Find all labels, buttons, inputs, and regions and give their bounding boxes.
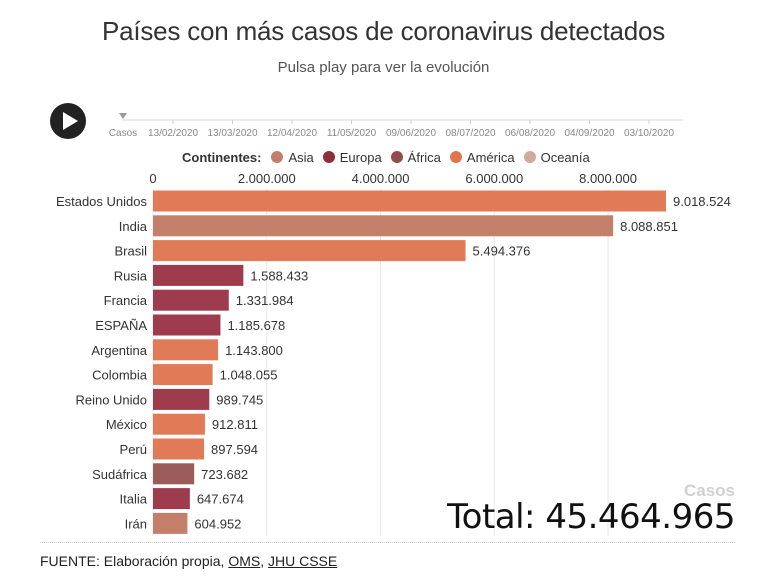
value-label: 9.018.524 — [673, 194, 731, 209]
bar — [153, 314, 221, 336]
category-label: ESPAÑA — [95, 318, 147, 333]
value-label: 604.952 — [194, 516, 241, 531]
category-label: Argentina — [91, 343, 147, 358]
x-tick-label: 2.000.000 — [238, 171, 296, 186]
legend-item: África — [390, 149, 441, 165]
timeline-date-label: 13/03/2020 — [207, 128, 257, 139]
timeline-date-label: 08/07/2020 — [445, 128, 495, 139]
bar — [153, 438, 205, 460]
category-label: Brasil — [114, 244, 147, 259]
source-line: FUENTE: Elaboración propia, OMS, JHU CSS… — [40, 553, 337, 569]
bar — [153, 339, 219, 361]
value-label: 1.331.984 — [236, 293, 294, 308]
value-label: 912.811 — [212, 417, 258, 432]
play-button[interactable] — [50, 103, 86, 139]
timeline-date-label: 12/04/2020 — [267, 128, 317, 139]
legend-item: Europa — [322, 149, 382, 165]
bar — [153, 190, 666, 212]
bar — [153, 388, 210, 410]
total-cases: Total: 45.464.965 — [447, 497, 735, 537]
legend-swatch — [390, 151, 403, 163]
summary-label: Casos — [683, 481, 735, 500]
timeline-date-label: 03/10/2020 — [624, 128, 674, 139]
bar — [153, 240, 466, 262]
category-label: Rusia — [114, 268, 148, 283]
category-label: Reino Unido — [75, 392, 147, 407]
category-label: México — [106, 417, 147, 432]
bar-chart: 0 2.000.000 4.000.000 6.000.000 8.000.000 Est… — [56, 171, 731, 536]
bar — [153, 264, 244, 286]
source-link-oms[interactable]: OMS — [228, 553, 261, 569]
timeline-start-label: Casos — [109, 128, 137, 139]
divider — [40, 542, 735, 543]
legend-swatch — [449, 151, 462, 163]
bar — [153, 463, 195, 485]
category-label: Francia — [104, 293, 148, 308]
legend-label: América — [466, 149, 515, 165]
legend-swatch — [322, 151, 335, 163]
category-label: Irán — [125, 516, 147, 531]
timeline-slider[interactable]: Casos 13/02/2020 13/03/2020 12/04/2020 11/05… — [108, 110, 688, 150]
value-label: 5.494.376 — [473, 244, 531, 259]
legend-label: Oceanía — [540, 149, 590, 165]
legend-label: Europa — [339, 149, 382, 165]
timeline-date-label: 11/05/2020 — [327, 128, 377, 139]
value-label: 647.674 — [197, 492, 244, 507]
x-tick-label: 8.000.000 — [579, 171, 637, 186]
legend-swatch — [523, 151, 536, 163]
value-label: 723.682 — [201, 467, 248, 482]
legend-label: África — [407, 149, 441, 165]
x-tick-label: 4.000.000 — [352, 171, 410, 186]
bar — [153, 413, 205, 435]
timeline-date-label: 06/08/2020 — [505, 128, 555, 139]
x-tick-label: 0 — [149, 171, 156, 186]
legend-item: América — [449, 149, 515, 165]
legend-swatch — [271, 151, 284, 163]
timeline-date-label: 13/02/2020 — [148, 128, 198, 139]
category-label: India — [119, 219, 148, 234]
category-label: Colombia — [92, 368, 148, 383]
value-label: 1.048.055 — [220, 368, 278, 383]
source-link-jhu[interactable]: JHU CSSE — [267, 553, 338, 569]
category-label: Estados Unidos — [56, 194, 148, 209]
legend: Continentes: Asia Europa África América Ocea… — [182, 148, 599, 166]
x-tick-label: 6.000.000 — [465, 171, 523, 186]
source-prefix: FUENTE: Elaboración propia, — [40, 553, 229, 569]
bar — [153, 364, 213, 386]
category-label: Italia — [120, 492, 148, 507]
chart-subtitle: Pulsa play para ver la evolución — [277, 59, 490, 76]
timeline-date-label: 04/09/2020 — [564, 128, 614, 139]
category-label: Perú — [120, 442, 147, 457]
bar — [153, 488, 190, 510]
category-label: Sudáfrica — [92, 467, 148, 482]
value-label: 897.594 — [211, 442, 258, 457]
legend-label: Asia — [288, 149, 314, 165]
legend-item: Oceanía — [523, 149, 590, 165]
bar — [153, 215, 614, 237]
value-label: 989.745 — [216, 392, 263, 407]
source-separator: , — [260, 553, 268, 569]
value-label: 1.143.800 — [225, 343, 283, 358]
play-icon — [63, 112, 78, 130]
legend-item: Asia — [271, 149, 314, 165]
value-label: 1.588.433 — [250, 268, 308, 283]
legend-title: Continentes: — [182, 149, 262, 165]
timeline-handle[interactable] — [119, 113, 127, 119]
bar — [153, 512, 188, 534]
timeline-date-label: 09/06/2020 — [386, 128, 436, 139]
value-label: 1.185.678 — [227, 318, 285, 333]
bar — [153, 289, 229, 311]
value-label: 8.088.851 — [620, 219, 678, 234]
chart-title: Países con más casos de coronavirus dete… — [101, 16, 666, 46]
